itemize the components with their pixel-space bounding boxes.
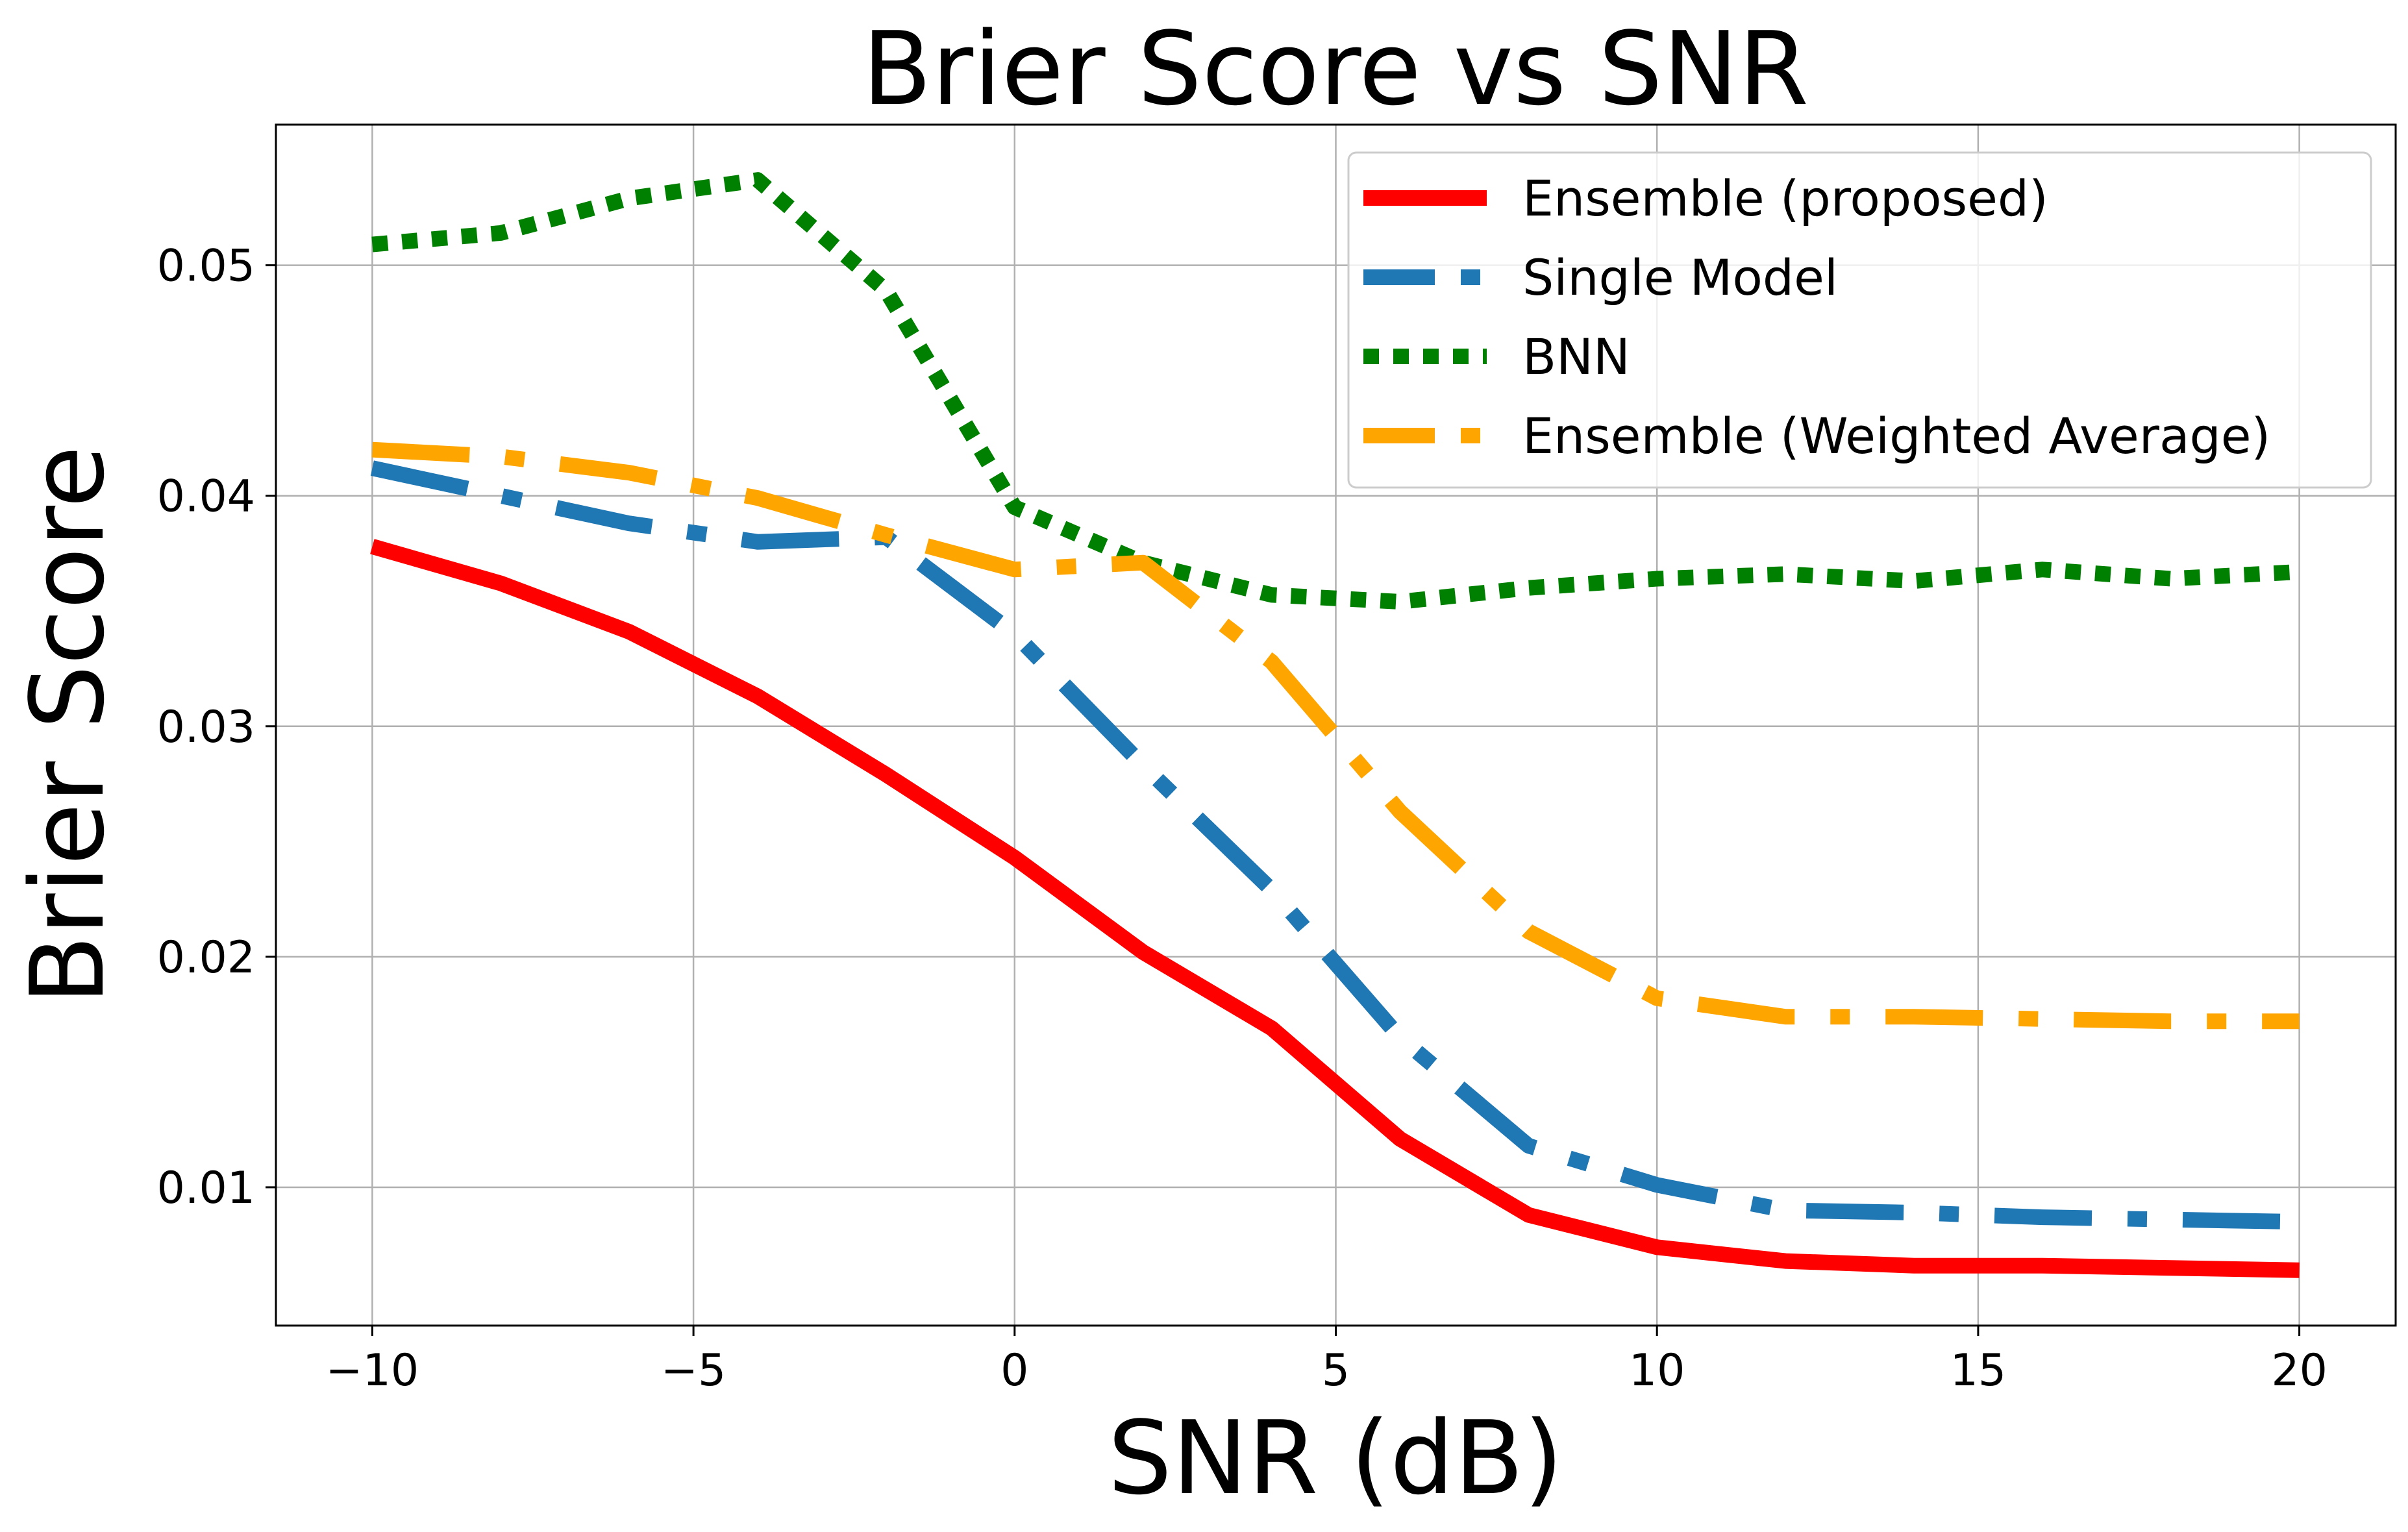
x-tick-label: −5 [661, 1345, 726, 1396]
x-tick-label: 15 [1950, 1345, 2007, 1396]
legend: Ensemble (proposed) Single Model BNN Ensemb… [1347, 151, 2372, 489]
legend-label: BNN [1522, 328, 1630, 386]
legend-label: Ensemble (proposed) [1522, 169, 2048, 227]
x-tick-label: 20 [2271, 1345, 2327, 1396]
x-tick-label: −10 [326, 1345, 419, 1396]
x-axis-label: SNR (dB) [1108, 1399, 1563, 1517]
y-tick-label: 0.03 [157, 702, 255, 753]
legend-items: Ensemble (proposed) Single Model BNN Ensemb… [1363, 169, 2270, 465]
x-tick-label: 0 [1000, 1345, 1028, 1396]
y-axis-ticks: 0.01 0.02 0.03 0.04 0.05 [157, 241, 276, 1214]
series-line-ensemble-weighted-average [371, 441, 2300, 1030]
x-axis-ticks: −10 −5 0 5 10 15 20 [326, 1326, 2327, 1396]
y-tick-label: 0.05 [157, 241, 255, 292]
series-line-bnn [371, 172, 2300, 610]
y-tick-label: 0.04 [157, 471, 255, 523]
legend-box [1347, 151, 2372, 489]
series-line-single-model [370, 460, 2300, 1230]
y-axis-label: Brier Score [8, 445, 127, 1004]
series-lines [370, 172, 2300, 1278]
chart-title: Brier Score vs SNR [862, 10, 1809, 128]
y-tick-label: 0.01 [157, 1163, 255, 1214]
legend-label: Single Model [1522, 249, 1838, 306]
x-tick-label: 5 [1322, 1345, 1350, 1396]
x-tick-label: 10 [1629, 1345, 1685, 1396]
y-tick-label: 0.02 [157, 932, 255, 983]
series-line-ensemble-proposed [370, 539, 2300, 1278]
legend-label: Ensemble (Weighted Average) [1522, 407, 2270, 465]
